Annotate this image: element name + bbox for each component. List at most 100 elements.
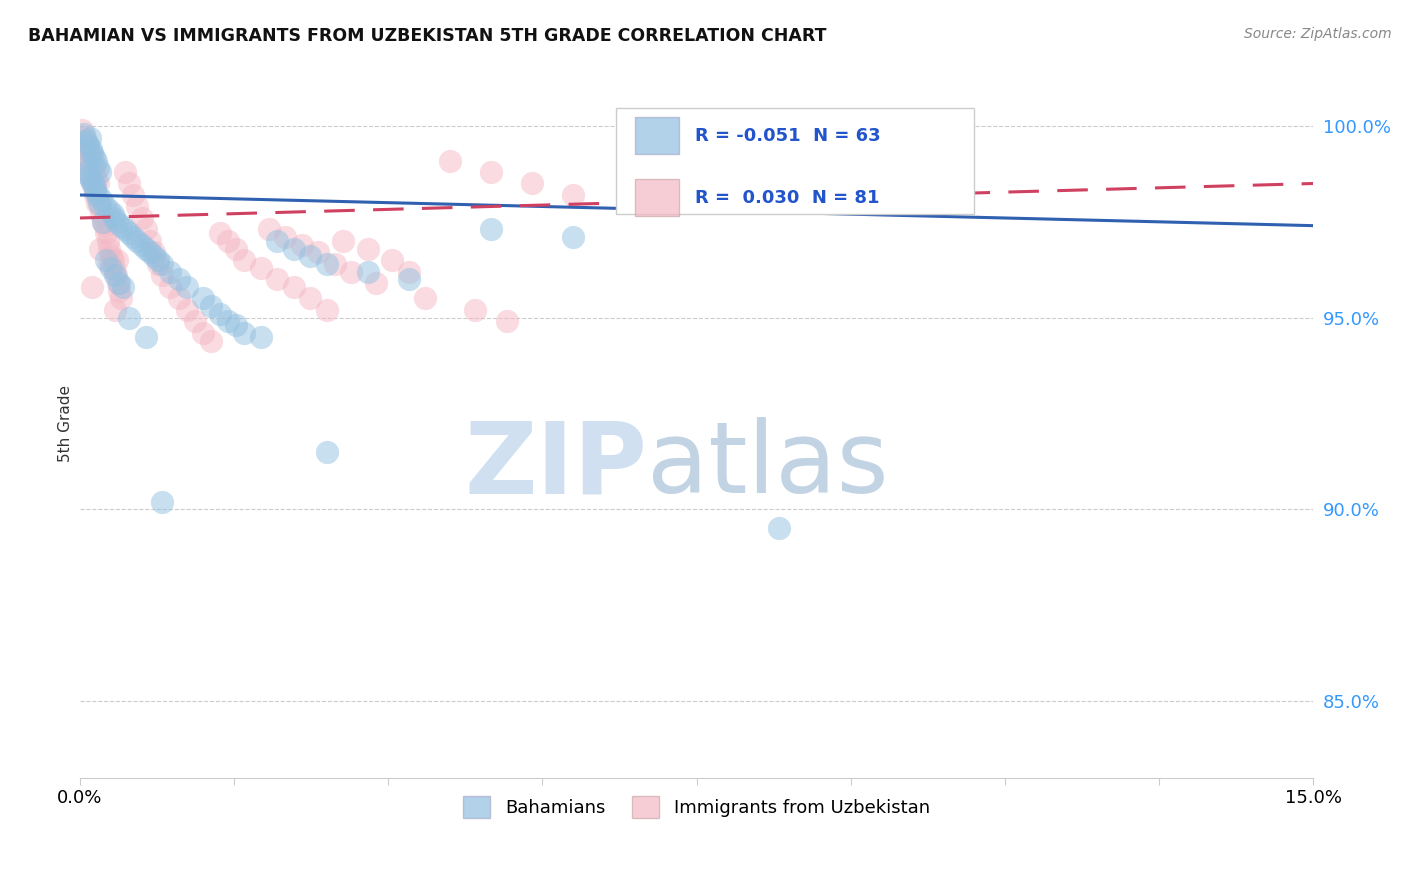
Point [84,188,107,202]
Point [193,326,215,340]
Point [76,157,98,171]
Point [96,227,118,241]
Point [97,257,120,271]
Point [114,165,136,179]
Point [496,314,519,328]
Point [86,153,108,168]
Point [562,230,585,244]
Point [249,260,271,275]
Point [413,292,436,306]
Point [93,199,115,213]
Point [266,272,288,286]
Point [83,165,105,179]
Point [96,253,118,268]
Point [103,211,125,225]
Point [87,177,110,191]
Point [139,234,162,248]
Point [266,234,288,248]
Point [84,184,107,198]
Point [105,253,128,268]
Y-axis label: 5th Grade: 5th Grade [58,384,73,461]
Point [315,303,337,318]
Point [139,245,162,260]
Point [122,230,145,244]
Point [82,177,104,191]
Point [110,219,132,233]
Point [86,188,108,202]
Point [76,165,98,179]
Point [193,292,215,306]
Point [86,195,108,210]
Point [75,134,97,148]
Point [73,127,96,141]
Point [70,123,93,137]
Point [97,234,120,248]
Point [104,268,127,283]
Point [77,169,100,183]
Point [107,276,129,290]
FancyBboxPatch shape [636,179,679,216]
Point [82,280,104,294]
Point [118,310,141,325]
Point [75,157,97,171]
Point [87,195,110,210]
Point [274,230,297,244]
Point [299,292,322,306]
Point [257,222,280,236]
Point [217,234,239,248]
Point [398,272,420,286]
Point [340,265,363,279]
Legend: Bahamians, Immigrants from Uzbekistan: Bahamians, Immigrants from Uzbekistan [456,789,938,825]
Point [150,257,173,271]
Point [479,165,502,179]
Point [89,242,111,256]
Point [131,211,153,225]
Point [332,234,354,248]
Point [184,314,207,328]
Point [127,234,149,248]
Point [73,138,96,153]
Point [79,142,101,156]
Point [146,257,169,271]
Point [114,222,136,236]
FancyBboxPatch shape [616,108,974,214]
Point [127,199,149,213]
Point [105,215,128,229]
Point [101,253,124,268]
Point [72,130,94,145]
Point [104,303,127,318]
Point [91,215,114,229]
Point [176,303,198,318]
Point [135,222,157,236]
Point [83,180,105,194]
Point [79,169,101,183]
Point [82,145,104,160]
Point [150,268,173,283]
Point [108,284,131,298]
Point [142,245,165,260]
Point [93,219,115,233]
Point [131,237,153,252]
Point [80,153,103,168]
Point [82,161,104,176]
Point [98,242,121,256]
Point [75,150,97,164]
Point [142,249,165,263]
Point [315,257,337,271]
Point [356,242,378,256]
Point [479,222,502,236]
Point [364,276,387,290]
Point [356,265,378,279]
Point [299,249,322,263]
Point [87,161,110,176]
Point [118,177,141,191]
Point [110,292,132,306]
Point [108,276,131,290]
Point [82,177,104,191]
Point [97,203,120,218]
Point [135,330,157,344]
Point [79,145,101,160]
Point [768,521,790,535]
Point [100,260,122,275]
Point [208,307,231,321]
